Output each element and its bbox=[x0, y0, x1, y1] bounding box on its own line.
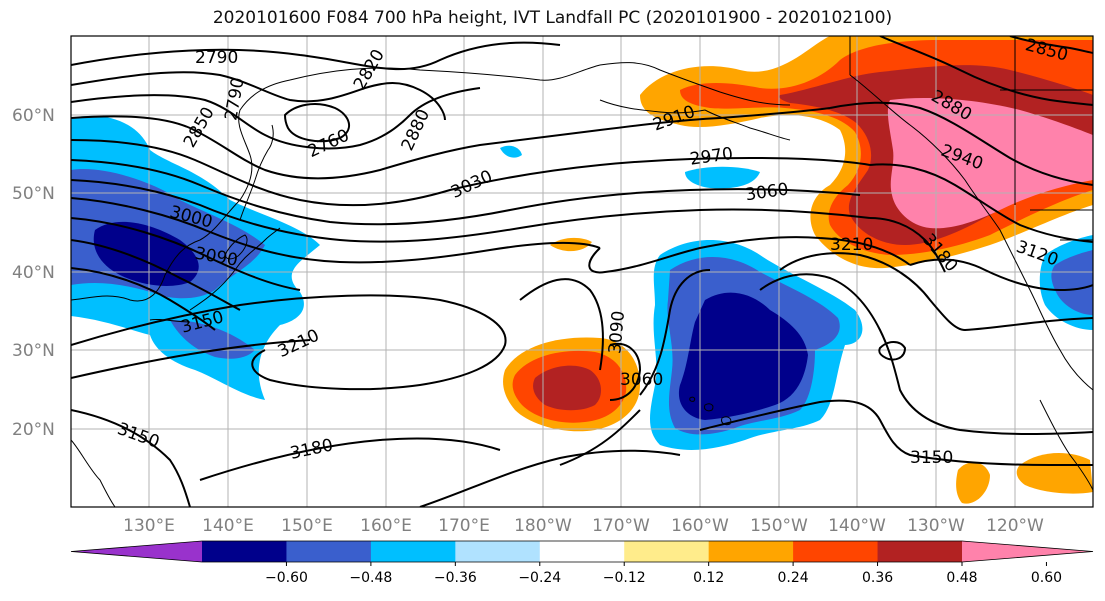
colorbar-tick-label: −0.36 bbox=[434, 570, 477, 586]
lon-label: 150°W bbox=[750, 516, 808, 536]
lon-label: 160°E bbox=[360, 516, 412, 536]
contour-label: 3210 bbox=[830, 235, 873, 255]
colorbar-segment bbox=[286, 541, 372, 562]
colorbar-segment bbox=[370, 541, 456, 562]
contour-label: 3090 bbox=[605, 310, 629, 355]
lon-label: 140°E bbox=[202, 516, 254, 536]
colorbar-tick-label: −0.12 bbox=[603, 570, 646, 586]
lon-label: 140°W bbox=[828, 516, 886, 536]
colorbar-tick-label: 0.12 bbox=[693, 570, 724, 586]
lon-label: 160°W bbox=[671, 516, 729, 536]
map-plot-area: 2790 2820 2760 2790 2850 2880 3030 2910 … bbox=[71, 36, 1093, 507]
lat-label: 50°N bbox=[12, 184, 55, 204]
lon-label: 150°E bbox=[281, 516, 333, 536]
colorbar-tick-label: −0.60 bbox=[265, 570, 308, 586]
positive-patch-se-2 bbox=[1016, 453, 1093, 494]
colorbar-tick-label: 0.36 bbox=[862, 570, 893, 586]
positive-region-subtropic-dark bbox=[533, 365, 602, 411]
lon-label: 170°E bbox=[438, 516, 490, 536]
colorbar: −0.60 −0.48 −0.36 −0.24 −0.12 0.12 0.24 0.36 0.4… bbox=[70, 540, 1094, 586]
colorbar-tick-label: 0.60 bbox=[1031, 570, 1062, 586]
map-frame bbox=[70, 35, 1094, 508]
lat-label: 30°N bbox=[12, 341, 55, 361]
lon-label: 130°W bbox=[907, 516, 965, 536]
height-contours bbox=[71, 36, 1093, 507]
negative-region-west-mid-2 bbox=[170, 320, 255, 359]
colorbar-tick-label: −0.48 bbox=[349, 570, 392, 586]
colorbar-extend-high bbox=[962, 541, 1093, 562]
colorbar-segment bbox=[455, 541, 541, 562]
colorbar-segment bbox=[624, 541, 710, 562]
colorbar-segment bbox=[877, 541, 963, 562]
negative-region-west-dark bbox=[93, 221, 199, 286]
positive-patch-se bbox=[956, 462, 990, 504]
colorbar-tick-label: 0.24 bbox=[778, 570, 809, 586]
negative-region-central-dark bbox=[678, 292, 808, 420]
lat-label: 40°N bbox=[12, 263, 55, 283]
longitude-labels: 130°E 140°E 150°E 160°E 170°E 180°W 170°… bbox=[123, 516, 1044, 536]
coastlines bbox=[71, 36, 1093, 507]
lon-label: 180°W bbox=[514, 516, 572, 536]
colorbar-extend-low bbox=[71, 541, 202, 562]
colorbar-outline bbox=[70, 540, 1094, 563]
contour-label: 3060 bbox=[620, 370, 663, 390]
lon-label: 120°W bbox=[986, 516, 1044, 536]
colorbar-segment bbox=[708, 541, 794, 562]
latitude-labels: 60°N 50°N 40°N 30°N 20°N bbox=[12, 106, 55, 440]
map-title: 2020101600 F084 700 hPa height, IVT Land… bbox=[212, 8, 893, 28]
colorbar-segment bbox=[793, 541, 879, 562]
gridlines bbox=[71, 36, 1093, 507]
lon-label: 170°W bbox=[592, 516, 650, 536]
colorbar-segment bbox=[539, 541, 625, 562]
negative-patch-north bbox=[685, 166, 760, 189]
lat-label: 20°N bbox=[12, 420, 55, 440]
colorbar-tick-label: 0.48 bbox=[946, 570, 977, 586]
positive-patch-small bbox=[550, 237, 592, 252]
negative-region-east-mid bbox=[1051, 250, 1093, 315]
negative-patch-north-2 bbox=[500, 145, 522, 158]
positive-region-ne-core bbox=[887, 98, 1093, 229]
lon-label: 130°E bbox=[123, 516, 175, 536]
colorbar-tick-label: −0.24 bbox=[518, 570, 561, 586]
lat-label: 60°N bbox=[12, 106, 55, 126]
contour-label: 2790 bbox=[195, 48, 238, 68]
contour-label: 3150 bbox=[910, 448, 953, 468]
colorbar-segment bbox=[202, 541, 287, 562]
